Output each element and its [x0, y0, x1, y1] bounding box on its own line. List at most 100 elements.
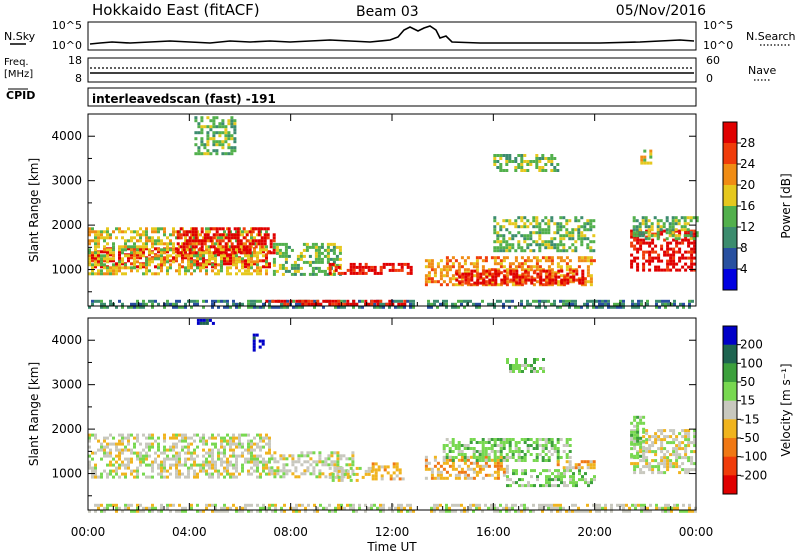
- power-cell: [583, 280, 587, 284]
- velocity-cell: [262, 457, 265, 461]
- power-cell: [133, 263, 136, 267]
- velocity-cell: [253, 448, 256, 452]
- power-cell: [91, 239, 94, 243]
- velocity-cell: [348, 475, 352, 479]
- power-cell: [457, 299, 460, 303]
- power-cell: [208, 260, 211, 264]
- power-cell: [151, 272, 154, 276]
- velocity-cell: [169, 457, 172, 461]
- velocity-cell: [304, 506, 307, 510]
- velocity-cell: [512, 469, 515, 473]
- velocity-cell: [327, 463, 331, 467]
- power-cell: [218, 131, 222, 135]
- velocity-cell: [490, 473, 494, 477]
- power-cell: [100, 236, 103, 240]
- velocity-cell: [472, 509, 475, 513]
- power-cell: [245, 239, 249, 243]
- velocity-cell: [371, 465, 375, 469]
- power-cell: [499, 262, 503, 266]
- velocity-cell: [445, 458, 449, 462]
- power-cell: [571, 280, 575, 284]
- velocity-cell: [481, 456, 485, 459]
- power-cell: [505, 280, 509, 284]
- power-cell: [103, 254, 106, 258]
- power-cell: [232, 247, 235, 251]
- power-cell: [535, 225, 539, 229]
- power-cell: [633, 238, 637, 242]
- power-cell: [196, 242, 199, 246]
- velocity-cell: [523, 459, 527, 462]
- power-cell: [97, 269, 100, 273]
- power-colorbar-tick-label: 24: [740, 157, 755, 171]
- power-cell: [145, 260, 148, 264]
- power-cell: [632, 234, 636, 238]
- power-cell: [260, 227, 264, 231]
- power-cell: [206, 233, 210, 237]
- power-cell: [511, 237, 515, 241]
- power-cell: [220, 269, 223, 273]
- velocity-cell: [478, 441, 482, 444]
- power-cell: [338, 251, 342, 255]
- velocity-cell: [545, 481, 548, 485]
- velocity-cell: [211, 451, 214, 455]
- velocity-cell: [374, 474, 378, 478]
- power-cell: [400, 268, 404, 272]
- power-cell: [463, 305, 466, 309]
- power-cell: [109, 257, 112, 261]
- velocity-cell: [484, 464, 488, 468]
- velocity-cell: [481, 450, 485, 453]
- velocity-cell: [205, 469, 208, 473]
- velocity-cell: [291, 460, 295, 464]
- velocity-cell: [241, 442, 244, 446]
- velocity-cell: [490, 444, 494, 447]
- power-cell: [650, 228, 654, 232]
- power-cell: [97, 251, 100, 255]
- velocity-cell: [178, 503, 181, 507]
- velocity-cell: [388, 506, 391, 510]
- power-cell: [586, 302, 589, 306]
- velocity-cell: [259, 445, 262, 449]
- velocity-cell: [241, 509, 244, 513]
- power-cell: [693, 262, 697, 266]
- velocity-cell: [514, 441, 518, 444]
- power-cell: [636, 241, 640, 245]
- velocity-cell: [253, 442, 256, 446]
- power-cell: [100, 305, 103, 309]
- velocity-cell: [217, 475, 220, 479]
- velocity-cell: [322, 506, 325, 510]
- power-cell: [230, 125, 234, 129]
- power-cell: [218, 251, 222, 255]
- power-cell: [562, 283, 566, 287]
- power-cell: [550, 268, 554, 272]
- velocity-cell: [648, 450, 652, 454]
- velocity-cell: [100, 457, 103, 461]
- power-cell: [539, 281, 543, 285]
- velocity-cell: [336, 472, 340, 476]
- velocity-cell: [566, 484, 569, 488]
- velocity-cell: [343, 472, 347, 476]
- velocity-cell: [187, 448, 190, 452]
- power-cell: [672, 238, 676, 242]
- power-cell: [451, 302, 454, 306]
- velocity-cell: [484, 503, 487, 507]
- power-cell: [148, 236, 151, 240]
- velocity-cell: [509, 370, 512, 373]
- velocity-cell: [214, 460, 217, 464]
- power-cell: [287, 269, 291, 273]
- power-cell: [184, 250, 187, 254]
- velocity-cell: [622, 506, 625, 510]
- power-cell: [235, 239, 238, 243]
- velocity-cell: [163, 460, 166, 464]
- velocity-cell: [642, 427, 646, 431]
- velocity-cell: [241, 506, 244, 510]
- power-cell: [268, 302, 271, 306]
- velocity-cell: [103, 454, 106, 458]
- velocity-cell: [232, 448, 235, 452]
- power-cell: [654, 268, 658, 272]
- power-cell: [224, 152, 228, 156]
- velocity-cell: [100, 472, 103, 476]
- power-cell: [373, 268, 377, 272]
- power-cell: [349, 265, 353, 269]
- velocity-cell: [292, 509, 295, 513]
- velocity-cell: [514, 509, 517, 513]
